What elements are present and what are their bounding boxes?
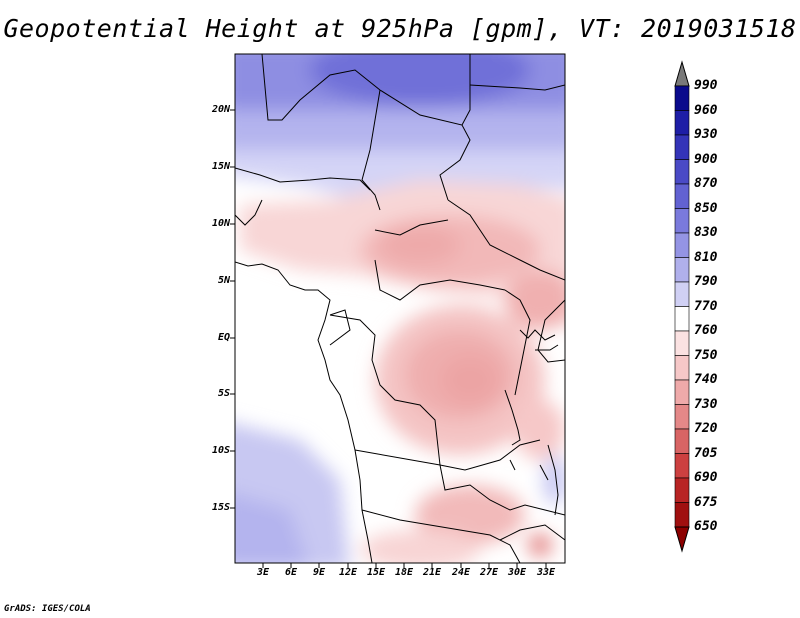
- colorbar-level-label: 690: [694, 470, 718, 485]
- colorbar-level-label: 790: [694, 274, 718, 289]
- colorbar-under-triangle: [674, 526, 690, 553]
- lon-tick-label: 21E: [422, 567, 442, 578]
- colorbar-level-label: 730: [694, 396, 718, 412]
- colorbar: [674, 60, 690, 553]
- lon-tick-label: 3E: [256, 567, 270, 578]
- colorbar-level-label: 750: [694, 347, 718, 363]
- lon-tick-label: 6E: [284, 567, 298, 578]
- colorbar-swatch: [674, 208, 690, 234]
- lon-tick-label: 18E: [394, 567, 414, 578]
- colorbar-level-label: 760: [694, 323, 718, 338]
- colorbar-swatch: [674, 502, 690, 528]
- lon-tick-label: 24E: [451, 567, 471, 578]
- colorbar-swatch: [674, 428, 690, 454]
- colorbar-level-label: 740: [694, 372, 718, 387]
- colorbar-swatch: [674, 183, 690, 209]
- map-frame: [234, 53, 566, 564]
- lon-tick-marks: [262, 563, 547, 568]
- colorbar-swatch: [674, 477, 690, 503]
- colorbar-swatch: [674, 306, 690, 332]
- colorbar-swatch: [674, 281, 690, 307]
- colorbar-swatch: [674, 379, 690, 405]
- chart-title: Geopotential Height at 925hPa [gpm], VT:…: [3, 14, 797, 43]
- colorbar-level-label: 770: [694, 298, 718, 314]
- colorbar-over-triangle: [674, 60, 690, 87]
- colorbar-swatch: [674, 232, 690, 258]
- lat-tick-label: 5N: [217, 275, 230, 286]
- lat-tick-label: 10S: [211, 445, 230, 456]
- colorbar-level-label: 810: [694, 249, 718, 265]
- colorbar-swatch: [674, 257, 690, 283]
- lat-tick-marks: [230, 109, 235, 509]
- colorbar-level-label: 720: [694, 421, 718, 436]
- grads-credit: GrADS: IGES/COLA: [4, 604, 91, 614]
- lon-tick-label: 27E: [479, 567, 499, 578]
- country-boundaries: [235, 54, 565, 563]
- colorbar-swatch: [674, 453, 690, 479]
- colorbar-level-label: 675: [694, 494, 718, 510]
- lat-tick-label: 10N: [211, 218, 230, 229]
- lon-tick-label: 33E: [536, 567, 556, 578]
- colorbar-level-label: 960: [694, 102, 718, 118]
- lat-tick-label: EQ: [217, 332, 230, 343]
- lat-tick-label: 15S: [211, 502, 230, 513]
- lon-tick-label: 30E: [507, 567, 527, 578]
- lon-tick-label: 9E: [312, 567, 326, 578]
- geopotential-shading: [235, 54, 565, 563]
- colorbar-swatch: [674, 404, 690, 430]
- colorbar-level-label: 650: [694, 519, 718, 534]
- colorbar-level-label: 850: [694, 200, 718, 216]
- colorbar-level-label: 990: [694, 78, 718, 93]
- lat-tick-label: 5S: [217, 388, 230, 399]
- colorbar-swatch: [674, 134, 690, 160]
- colorbar-swatch: [674, 355, 690, 381]
- colorbar-swatch: [674, 85, 690, 111]
- lat-tick-label: 15N: [211, 161, 230, 172]
- colorbar-level-label: 870: [694, 176, 718, 191]
- colorbar-level-label: 930: [694, 127, 718, 142]
- lon-tick-label: 12E: [338, 567, 358, 578]
- colorbar-swatch: [674, 330, 690, 356]
- lat-tick-label: 20N: [211, 104, 230, 115]
- colorbar-level-label: 900: [694, 151, 718, 167]
- colorbar-level-label: 705: [694, 445, 718, 461]
- colorbar-level-label: 830: [694, 225, 718, 240]
- lon-tick-label: 15E: [366, 567, 386, 578]
- colorbar-swatch: [674, 159, 690, 185]
- colorbar-swatch: [674, 110, 690, 136]
